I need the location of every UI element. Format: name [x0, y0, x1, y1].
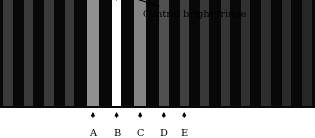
Text: Central bright fringe: Central bright fringe: [117, 0, 247, 19]
Bar: [200, 0, 209, 106]
Bar: [65, 0, 74, 106]
Text: C: C: [136, 129, 144, 138]
Bar: [220, 0, 230, 106]
Text: B: B: [113, 129, 120, 138]
Bar: [3, 0, 13, 106]
Bar: [159, 0, 169, 106]
Text: E: E: [181, 129, 188, 138]
Bar: [261, 0, 271, 106]
Bar: [180, 0, 189, 106]
Text: D: D: [160, 129, 168, 138]
Bar: [87, 0, 99, 106]
Bar: [112, 0, 121, 106]
Bar: [44, 0, 54, 106]
Bar: [241, 0, 250, 106]
Bar: [282, 0, 291, 106]
Text: A: A: [89, 129, 96, 138]
Bar: [24, 0, 33, 106]
Bar: [302, 0, 312, 106]
Bar: [134, 0, 146, 106]
Bar: [0, 0, 315, 108]
